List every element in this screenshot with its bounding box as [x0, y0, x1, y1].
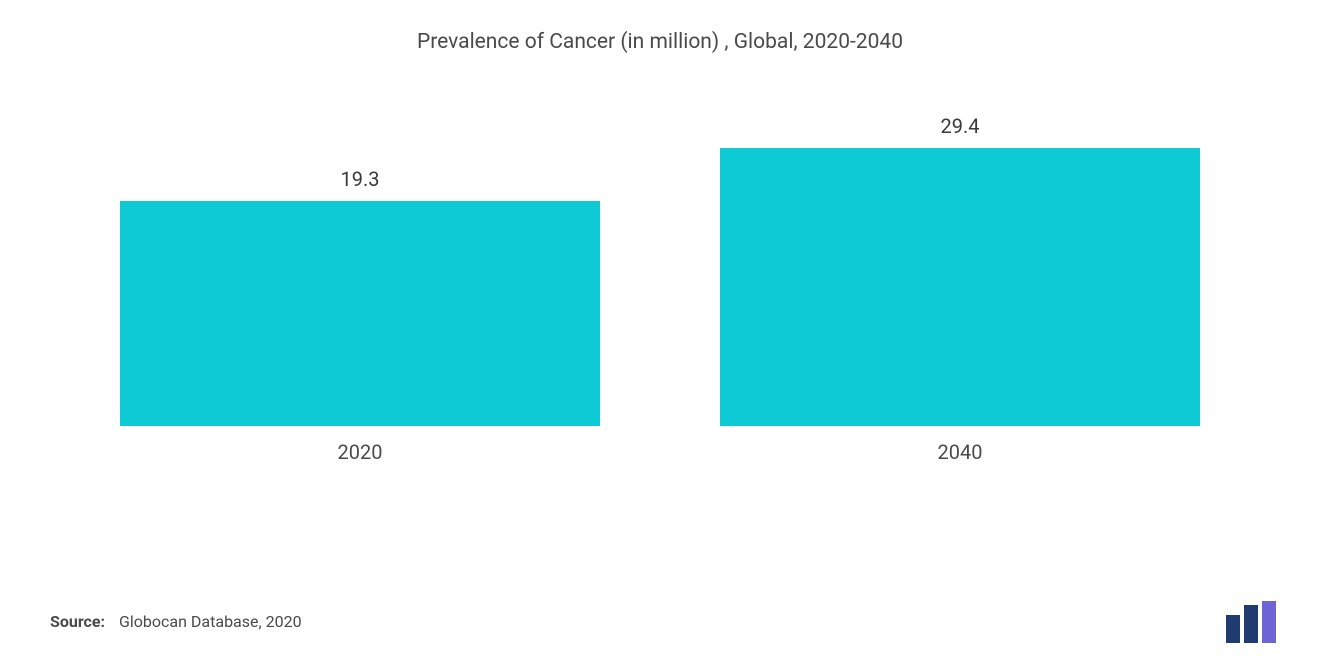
plot-area: 19.3 2020 29.4 2040	[110, 114, 1210, 544]
bar-0	[120, 201, 600, 426]
bars-row: 19.3 2020 29.4 2040	[110, 114, 1210, 464]
brand-logo-icon	[1224, 601, 1280, 643]
bar-category-0: 2020	[338, 440, 383, 464]
bar-group-0: 19.3 2020	[120, 114, 600, 464]
chart-title: Prevalence of Cancer (in million) , Glob…	[50, 30, 1270, 54]
bar-value-0: 19.3	[341, 167, 380, 191]
bar-1	[720, 148, 1200, 426]
source-text: Globocan Database, 2020	[119, 612, 302, 631]
source-line: Source: Globocan Database, 2020	[50, 612, 302, 631]
chart-container: Prevalence of Cancer (in million) , Glob…	[0, 0, 1320, 665]
source-label: Source:	[50, 612, 105, 631]
bar-group-1: 29.4 2040	[720, 114, 1200, 464]
bar-category-1: 2040	[938, 440, 983, 464]
bar-value-1: 29.4	[941, 114, 980, 138]
